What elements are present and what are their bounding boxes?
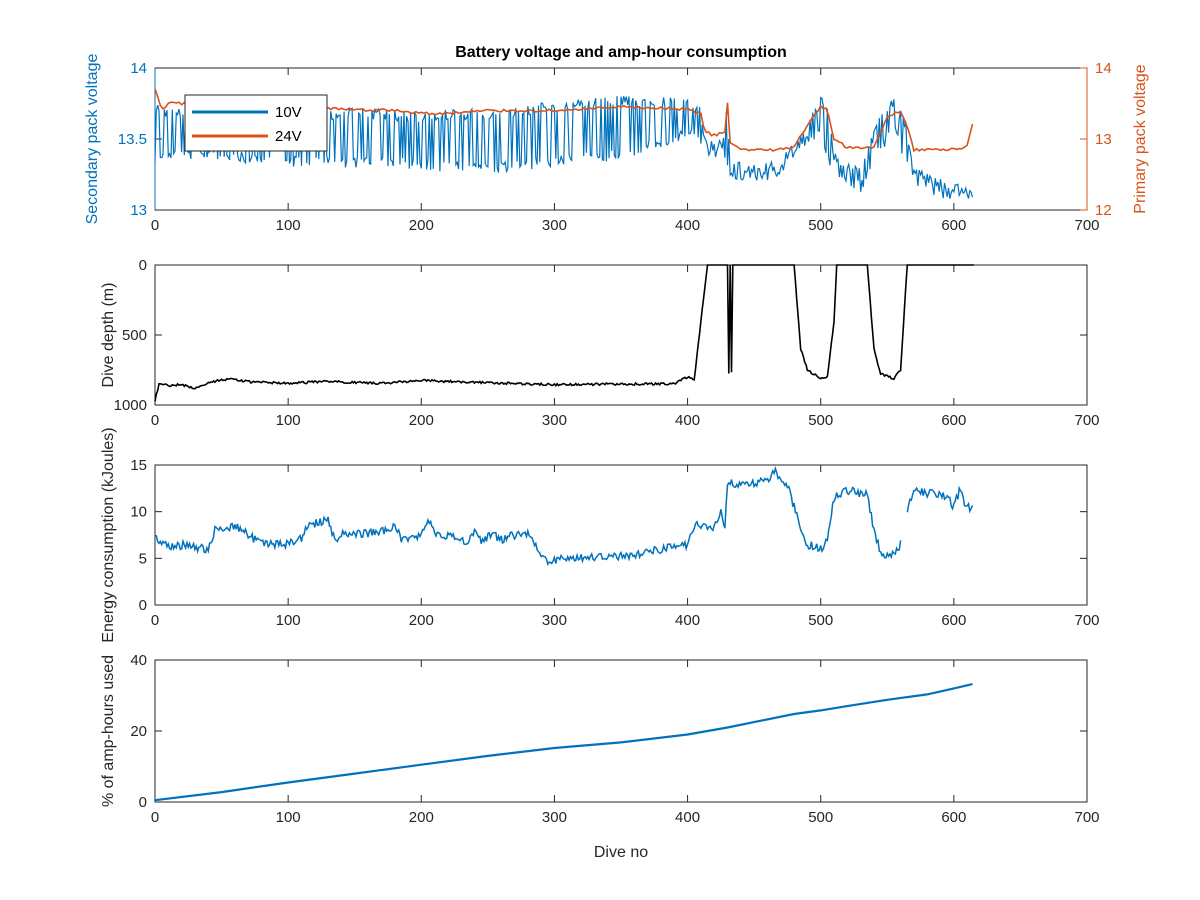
- x-tick-label: 100: [276, 809, 301, 826]
- x-tick-label: 500: [808, 612, 833, 629]
- x-tick-label: 400: [675, 412, 700, 429]
- x-tick-label: 600: [941, 217, 966, 234]
- x-tick-label: 400: [675, 809, 700, 826]
- y-tick-label: 0: [139, 597, 147, 614]
- x-tick-label: 300: [542, 217, 567, 234]
- chart-title: Battery voltage and amp-hour consumption: [455, 44, 787, 61]
- y-right-tick-label: 14: [1095, 60, 1112, 77]
- x-tick-label: 100: [276, 612, 301, 629]
- y-tick-label: 13.5: [118, 131, 147, 148]
- y-axis-label: % of amp-hours used: [100, 655, 117, 807]
- series-segment-2: [906, 485, 974, 514]
- subplot-depth: 0 100 200 300 400 500 600 700 0 500 1000 Dive depth…: [100, 257, 1100, 429]
- x-tick-label: 500: [808, 809, 833, 826]
- subplot-voltage: 0 100 200 300 400 500 600 7001313.51412131410V2…: [84, 44, 1149, 234]
- y-tick-label: 15: [130, 457, 147, 474]
- x-tick-label: 700: [1074, 412, 1099, 429]
- y-tick-label: 0: [139, 794, 147, 811]
- y-right-tick-label: 12: [1095, 202, 1112, 219]
- x-tick-label: 500: [808, 217, 833, 234]
- y-axis-label: Secondary pack voltage: [84, 54, 101, 225]
- legend-label-10v: 10V: [275, 104, 302, 121]
- y-tick-label: 13: [130, 202, 147, 219]
- series-line: [154, 264, 974, 402]
- x-tick-label: 0: [151, 217, 159, 234]
- x-tick-label: 0: [151, 612, 159, 629]
- x-tick-label: 500: [808, 412, 833, 429]
- x-tick-label: 200: [409, 412, 434, 429]
- x-tick-label: 400: [675, 612, 700, 629]
- legend-label-24v: 24V: [275, 128, 302, 145]
- x-tick-label: 600: [941, 412, 966, 429]
- x-tick-label: 200: [409, 809, 434, 826]
- axes-box: [154, 464, 1088, 606]
- y-right-tick-label: 13: [1095, 131, 1112, 148]
- y-tick-label: 20: [130, 723, 147, 740]
- y-right-axis-label: Primary pack voltage: [1132, 64, 1149, 213]
- x-tick-label: 200: [409, 217, 434, 234]
- y-tick-label: 40: [130, 652, 147, 669]
- x-tick-label: 300: [542, 612, 567, 629]
- y-tick-label: 1000: [114, 397, 147, 414]
- x-axis-label: Dive no: [594, 844, 648, 861]
- x-tick-label: 600: [941, 612, 966, 629]
- x-tick-label: 200: [409, 612, 434, 629]
- subplot-energy: 0 100 200 300 400 500 600 700 0 5 10 15 Energy consu…: [100, 427, 1100, 642]
- x-tick-label: 0: [151, 412, 159, 429]
- x-tick-label: 700: [1074, 612, 1099, 629]
- subplot-amphours: 0 100 200 300 400 500 600 700 0 20 40 % of amp-hour…: [100, 652, 1100, 861]
- x-tick-label: 300: [542, 809, 567, 826]
- y-tick-label: 500: [122, 327, 147, 344]
- y-tick-label: 5: [139, 550, 147, 567]
- y-axis-label: Energy consumption (kJoules): [100, 427, 117, 642]
- x-tick-label: 700: [1074, 217, 1099, 234]
- series-line: [154, 683, 973, 802]
- x-tick-label: 600: [941, 809, 966, 826]
- y-axis-label: Dive depth (m): [100, 283, 117, 388]
- series-segment-1: [154, 465, 902, 567]
- x-tick-label: 700: [1074, 809, 1099, 826]
- legend-box: [184, 94, 328, 152]
- y-tick-label: 10: [130, 504, 147, 521]
- y-tick-label: 0: [139, 257, 147, 274]
- x-tick-label: 400: [675, 217, 700, 234]
- x-tick-label: 100: [276, 412, 301, 429]
- x-tick-label: 0: [151, 809, 159, 826]
- x-tick-label: 300: [542, 412, 567, 429]
- x-tick-label: 100: [276, 217, 301, 234]
- y-tick-label: 14: [130, 60, 147, 77]
